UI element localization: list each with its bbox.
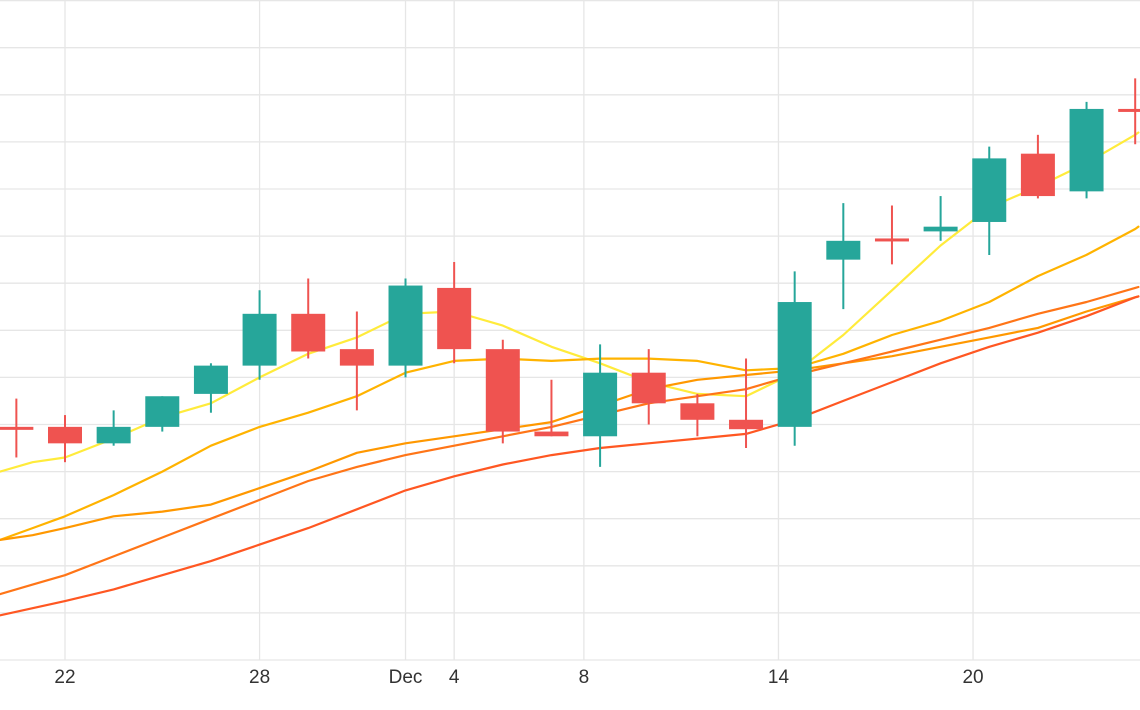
- candle: [388, 278, 423, 378]
- candle: [1069, 101, 1104, 199]
- candle-body: [96, 426, 131, 444]
- moving-average-line: [0, 295, 1140, 541]
- candle-body: [1069, 108, 1104, 192]
- candle-body: [680, 403, 715, 420]
- x-tick-label: Dec: [389, 667, 423, 688]
- candle: [485, 339, 520, 444]
- candle: [972, 146, 1007, 255]
- moving-average-line: [0, 285, 1140, 596]
- candle-body: [291, 313, 326, 352]
- candle-body: [1118, 108, 1140, 112]
- candle: [680, 393, 715, 437]
- candle-body: [0, 426, 34, 430]
- candle: [291, 278, 326, 359]
- candle: [145, 396, 180, 432]
- candle: [826, 203, 861, 310]
- x-tick-label: 22: [54, 667, 75, 688]
- candle: [437, 262, 472, 364]
- x-axis: 22 28 Dec 4 8 14 20: [54, 667, 983, 688]
- candle: [339, 311, 374, 411]
- candle: [1020, 134, 1055, 199]
- candle: [0, 398, 34, 458]
- candle-body: [534, 431, 569, 437]
- grid: [0, 0, 1140, 661]
- candle: [96, 410, 131, 446]
- candle: [631, 349, 666, 425]
- moving-average-lines: [0, 131, 1140, 617]
- candle-body: [777, 302, 812, 427]
- candle: [1118, 78, 1140, 145]
- candle-body: [242, 313, 277, 366]
- candle-body: [48, 426, 82, 444]
- candle: [242, 290, 277, 380]
- x-tick-label: 14: [768, 667, 790, 688]
- candle: [534, 379, 569, 437]
- candle-body: [339, 349, 374, 366]
- candle-body: [437, 287, 472, 350]
- candle-body: [145, 396, 180, 427]
- candle: [729, 358, 764, 449]
- candle-body: [923, 226, 958, 232]
- candle-body: [583, 372, 618, 437]
- candle: [48, 415, 82, 463]
- x-tick-label: 20: [962, 667, 983, 688]
- candle-body: [972, 158, 1007, 222]
- candle: [923, 196, 958, 241]
- candle-body: [1020, 153, 1055, 197]
- candle: [193, 363, 228, 413]
- x-tick-label: 4: [449, 667, 460, 688]
- candle-body: [485, 349, 520, 432]
- candle-body: [631, 372, 666, 404]
- x-tick-label: 28: [249, 667, 270, 688]
- candle: [874, 205, 909, 265]
- moving-average-line: [0, 295, 1140, 617]
- candle-body: [193, 365, 228, 394]
- moving-average-line: [0, 225, 1140, 541]
- candle-body: [874, 238, 909, 242]
- candle: [777, 271, 812, 446]
- candle-body: [729, 419, 764, 430]
- candle-body: [826, 240, 861, 260]
- candle-body: [388, 285, 423, 366]
- candle: [583, 344, 618, 467]
- x-tick-label: 8: [579, 667, 590, 688]
- candles: [0, 78, 1140, 467]
